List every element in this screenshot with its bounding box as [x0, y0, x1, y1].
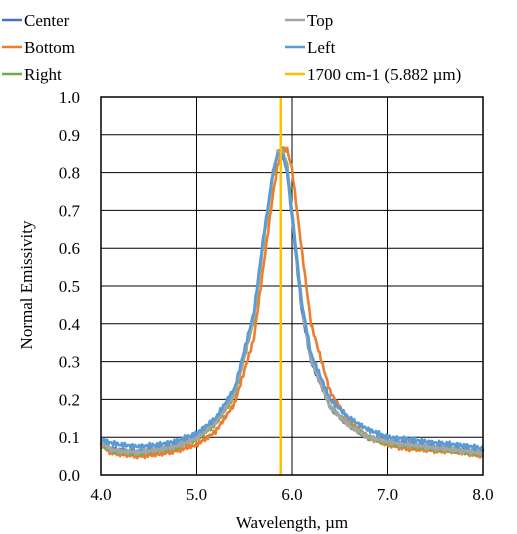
y-tick-label: 0.4: [59, 315, 81, 334]
legend-label: 1700 cm-1 (5.882 µm): [307, 65, 461, 84]
legend-label: Right: [24, 65, 62, 84]
series-line-left: [100, 150, 485, 451]
plot-frame: [100, 96, 484, 476]
tick-labels: 0.0 0.1 0.2 0.3 0.4 0.5 0.6 0.7 0.8 0.9 1.0 4.0 5.0 6…: [59, 88, 494, 504]
y-tick-label: 0.0: [59, 466, 80, 485]
y-tick-label: 0.9: [59, 126, 80, 145]
x-axis-title: Wavelength, µm: [236, 513, 348, 532]
plot-area-border: [100, 96, 484, 476]
legend-label: Bottom: [24, 38, 75, 57]
grid: [100, 96, 484, 476]
legend-label: Left: [307, 38, 336, 57]
x-tick-label: 7.0: [377, 485, 398, 504]
x-tick-label: 8.0: [472, 485, 493, 504]
y-tick-label: 0.2: [59, 390, 80, 409]
legend-label: Top: [307, 11, 333, 30]
y-tick-label: 0.7: [59, 201, 81, 220]
y-axis-title: Normal Emissivity: [17, 220, 36, 349]
series-line-bottom: [99, 146, 484, 460]
y-tick-label: 0.1: [59, 428, 80, 447]
legend-label: Center: [24, 11, 70, 30]
x-tick-label: 4.0: [90, 485, 111, 504]
y-tick-label: 0.3: [59, 353, 80, 372]
series-layer: [99, 146, 485, 460]
x-tick-label: 5.0: [186, 485, 207, 504]
y-tick-label: 0.6: [59, 239, 80, 258]
legend: Center Bottom Right Top Left 1700 cm-1 (5.882…: [2, 11, 461, 84]
x-tick-label: 6.0: [281, 485, 302, 504]
y-tick-label: 1.0: [59, 88, 80, 107]
y-tick-label: 0.5: [59, 277, 80, 296]
y-tick-label: 0.8: [59, 164, 80, 183]
